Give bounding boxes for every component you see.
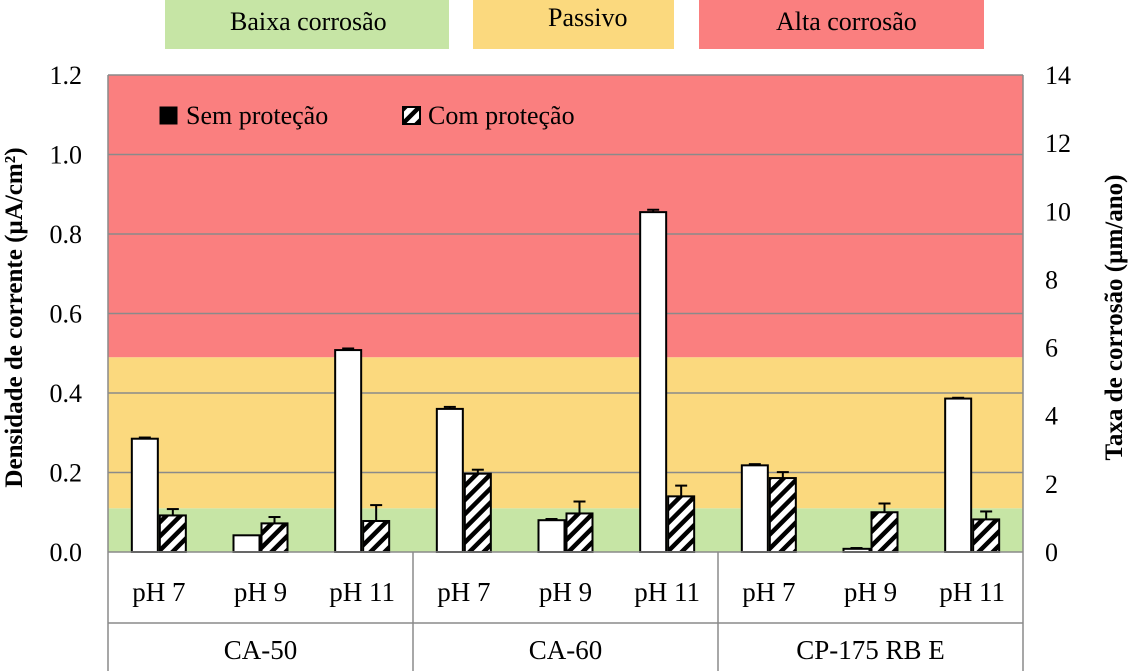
x-tick-label-0: pH 7	[132, 577, 185, 607]
y-right-tick-label-6: 12	[1045, 129, 1071, 158]
y-left-tick-label-2: 0.4	[50, 379, 83, 408]
y-left-axis-title: Densidade de corrente (µA/cm²)	[1, 147, 28, 487]
y-left-tick-label-5: 1.0	[50, 141, 83, 170]
zone-legend-swatch-0	[165, 0, 449, 49]
zone-band-1	[108, 357, 1023, 509]
x-tick-label-6: pH 7	[742, 577, 795, 607]
zone-legend-label-2: Alta corrosão	[776, 7, 917, 36]
zone-legend-label-0: Baixa corrosão	[230, 7, 387, 36]
x-tick-label-3: pH 7	[437, 577, 490, 607]
bar-sem-protecao-2	[334, 349, 363, 553]
y-right-tick-label-3: 6	[1045, 334, 1058, 363]
bar-sem-protecao-0	[130, 437, 159, 553]
y-left-tick-label-0: 0.0	[50, 538, 83, 567]
legend-label-sem-protecao: Sem proteção	[186, 101, 328, 130]
y-right-tick-label-2: 4	[1045, 402, 1058, 431]
y-left-tick-label-4: 0.8	[50, 220, 83, 249]
y-right-tick-label-1: 2	[1045, 470, 1058, 499]
y-right-tick-label-4: 8	[1045, 265, 1058, 294]
group-label-2: CP-175 RB E	[796, 635, 945, 665]
legend-label-com-protecao: Com proteção	[428, 101, 575, 130]
zone-legend-swatch-1	[473, 0, 674, 49]
x-tick-label-8: pH 11	[939, 577, 1005, 607]
zone-legend-swatch-2	[699, 0, 984, 49]
bar-com-protecao-2	[362, 519, 391, 553]
x-tick-label-7: pH 9	[844, 577, 897, 607]
y-left-tick-label-6: 1.2	[50, 61, 83, 90]
x-tick-label-4: pH 9	[539, 577, 592, 607]
y-left-tick-label-3: 0.6	[50, 300, 83, 329]
group-label-1: CA-60	[529, 635, 603, 665]
bar-sem-protecao-3	[435, 407, 464, 553]
group-label-0: CA-50	[224, 635, 298, 665]
bar-sem-protecao-1	[232, 534, 261, 553]
bar-com-protecao-8	[972, 518, 1001, 554]
y-right-tick-label-5: 10	[1045, 197, 1071, 226]
y-left-tick-label-1: 0.2	[50, 459, 83, 488]
y-right-tick-label-0: 0	[1045, 538, 1058, 567]
bar-com-protecao-6	[768, 477, 797, 553]
bar-com-protecao-0	[158, 514, 187, 553]
x-tick-label-2: pH 11	[329, 577, 395, 607]
bar-sem-protecao-6	[740, 464, 769, 553]
y-right-axis-title: Taxa de corrosão (µm/ano)	[1101, 175, 1128, 461]
bar-sem-protecao-8	[944, 397, 973, 553]
bar-com-protecao-1	[260, 522, 289, 554]
zone-legend-label-1: Passivo	[548, 3, 627, 32]
bar-com-protecao-4	[565, 512, 594, 554]
bar-com-protecao-5	[667, 495, 696, 554]
legend-swatch-sem-protecao	[159, 106, 178, 125]
legend-swatch-com-protecao	[402, 106, 421, 125]
bar-com-protecao-3	[463, 472, 492, 554]
y-right-tick-label-7: 14	[1045, 61, 1071, 90]
bar-sem-protecao-4	[537, 519, 566, 554]
zone-band-2	[108, 75, 1023, 358]
bar-sem-protecao-5	[639, 211, 668, 553]
bar-com-protecao-7	[870, 511, 899, 553]
x-tick-label-1: pH 9	[234, 577, 287, 607]
x-tick-label-5: pH 11	[634, 577, 700, 607]
